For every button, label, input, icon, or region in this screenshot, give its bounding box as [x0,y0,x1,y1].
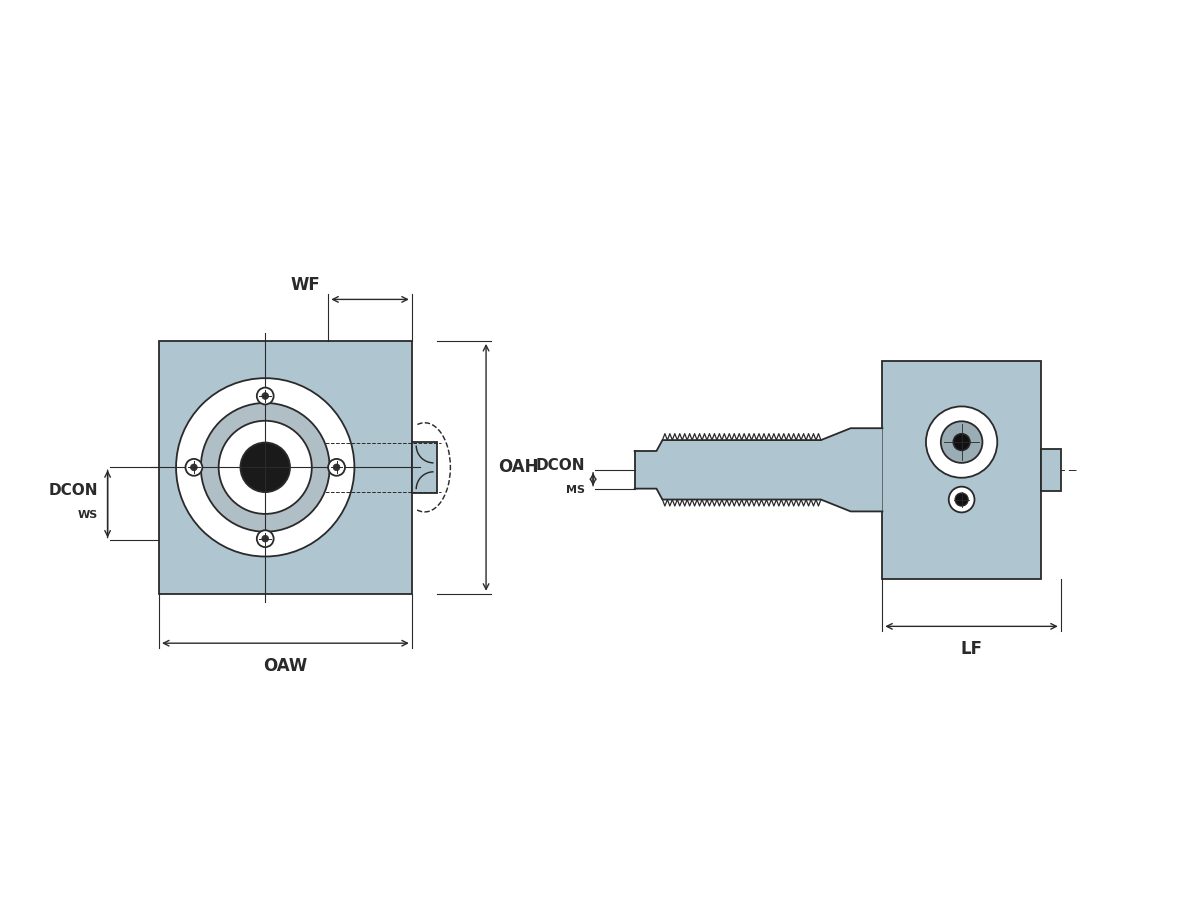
Circle shape [926,407,997,478]
Circle shape [257,388,274,404]
Text: OAW: OAW [263,657,307,675]
Text: OAH: OAH [498,458,539,476]
Circle shape [953,434,970,451]
Circle shape [240,443,290,492]
Text: WS: WS [78,509,97,520]
Circle shape [941,421,983,463]
Text: WF: WF [290,276,320,294]
Circle shape [191,464,197,471]
Circle shape [257,530,274,547]
Circle shape [955,493,968,506]
Bar [882,361,1040,579]
Circle shape [262,536,269,542]
Polygon shape [635,428,882,511]
Circle shape [949,487,974,512]
Circle shape [262,392,269,400]
Text: DCON: DCON [535,458,586,473]
Text: MS: MS [566,485,586,495]
Bar [412,442,437,493]
Text: DCON: DCON [48,483,97,498]
Bar [1040,449,1061,491]
Circle shape [200,403,330,532]
Bar [160,341,412,594]
Circle shape [328,459,344,476]
Circle shape [186,459,203,476]
Circle shape [176,378,354,556]
Circle shape [334,464,340,471]
Circle shape [218,421,312,514]
Text: LF: LF [960,640,983,658]
